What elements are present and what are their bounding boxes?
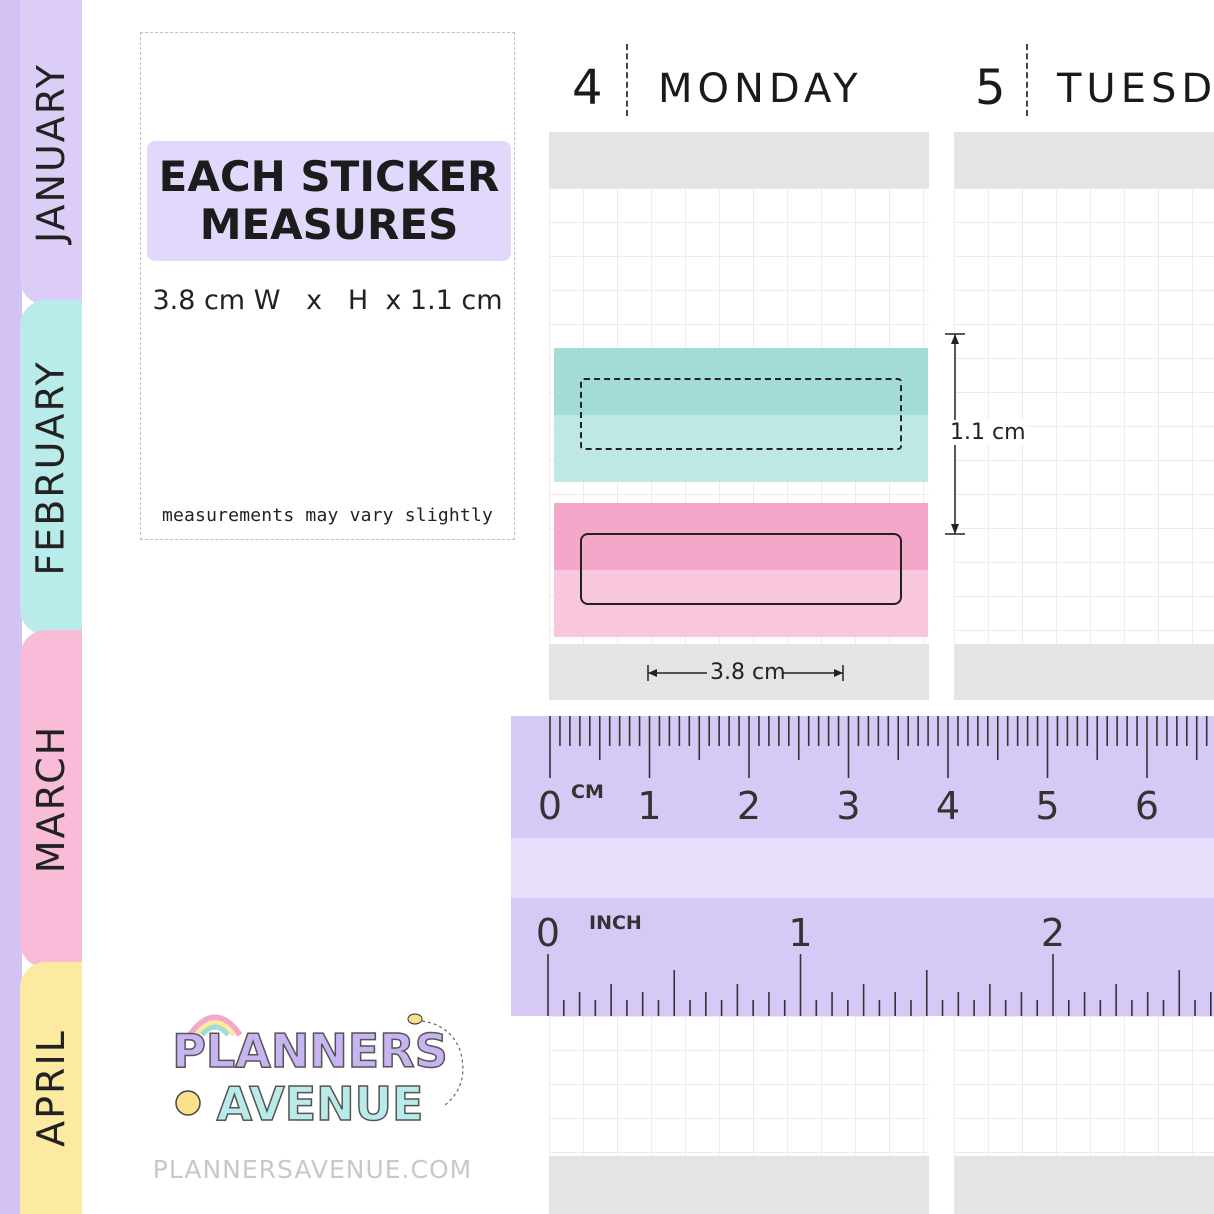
ruler: 0 1 2 3 4 5 6 CM 0 1 2 INCH (511, 716, 1214, 1016)
measure-card: EACH STICKER MEASURES 3.8 cm W x H x 1.1… (140, 32, 515, 540)
planners-avenue-logo: PLANNERS AVENUE (171, 1013, 464, 1132)
cm-label: 1 (637, 784, 661, 828)
ruler-ticks: 0 1 2 3 4 5 6 CM 0 1 2 INCH (536, 716, 1212, 1016)
sticker-teal (554, 348, 928, 482)
card-dimensions: 3.8 cm W x H x 1.1 cm (152, 285, 503, 316)
website-url: PLANNERSAVENUE.COM (152, 1155, 473, 1184)
sticker-top-band (554, 503, 928, 570)
tab-label: MARCH (29, 724, 73, 874)
tab-spine (0, 0, 22, 1214)
width-label: 3.8 cm (710, 660, 786, 685)
column-footer-bar (954, 1156, 1214, 1214)
card-title-line1: EACH STICKER (158, 152, 500, 201)
sticker-top-band (554, 348, 928, 415)
inch-label: 1 (788, 911, 812, 955)
inch-label: 2 (1041, 911, 1065, 955)
day-divider (1026, 44, 1028, 116)
column-header-bar (549, 132, 929, 188)
cm-label: 0 (538, 784, 562, 828)
month-tabs: JANUARY FEBRUARY MARCH APRIL (0, 0, 84, 1214)
card-title-line2: MEASURES (199, 200, 459, 249)
tab-label: APRIL (29, 1029, 74, 1147)
logo-text-line1: PLANNERS (172, 1024, 448, 1078)
cm-label: 5 (1035, 784, 1059, 828)
tab-label: JANUARY (29, 62, 74, 243)
cm-label: 3 (836, 784, 860, 828)
tab-label: FEBRUARY (29, 359, 73, 576)
day-number: 4 (572, 60, 603, 116)
column-footer-bar (954, 644, 1214, 700)
sticker-cut-line-dashed (580, 378, 902, 450)
inch-label: 0 (536, 911, 560, 955)
day-divider (626, 44, 628, 116)
logo-text-line2: AVENUE (217, 1077, 424, 1131)
inch-unit-label: INCH (589, 912, 642, 934)
planner-grid (549, 1016, 929, 1156)
day-name: MONDAY (658, 66, 863, 112)
card-note: measurements may vary slightly (161, 505, 494, 526)
column-header-bar (954, 132, 1214, 188)
planner-grid (954, 188, 1214, 644)
sticker-pink (554, 503, 928, 637)
cm-label: 4 (936, 784, 960, 828)
day-name: TUESD (1057, 66, 1214, 112)
tab-march[interactable]: MARCH (20, 630, 82, 968)
width-dimension-arrow (647, 665, 844, 681)
column-footer-bar (549, 1156, 929, 1214)
cm-label: 6 (1135, 784, 1159, 828)
column-footer-bar (549, 644, 929, 700)
cm-unit-label: CM (571, 781, 604, 803)
tab-april[interactable]: APRIL (20, 962, 82, 1214)
tab-february[interactable]: FEBRUARY (20, 300, 82, 635)
planner-grid (954, 1016, 1214, 1156)
card-heading: EACH STICKER MEASURES (147, 141, 511, 261)
day-number: 5 (975, 60, 1006, 116)
tab-january[interactable]: JANUARY (20, 0, 82, 305)
cm-label: 2 (737, 784, 761, 828)
ruler-center-strip (511, 838, 1214, 898)
height-label: 1.1 cm (950, 420, 1026, 445)
sticker-cut-line-solid (580, 533, 902, 605)
